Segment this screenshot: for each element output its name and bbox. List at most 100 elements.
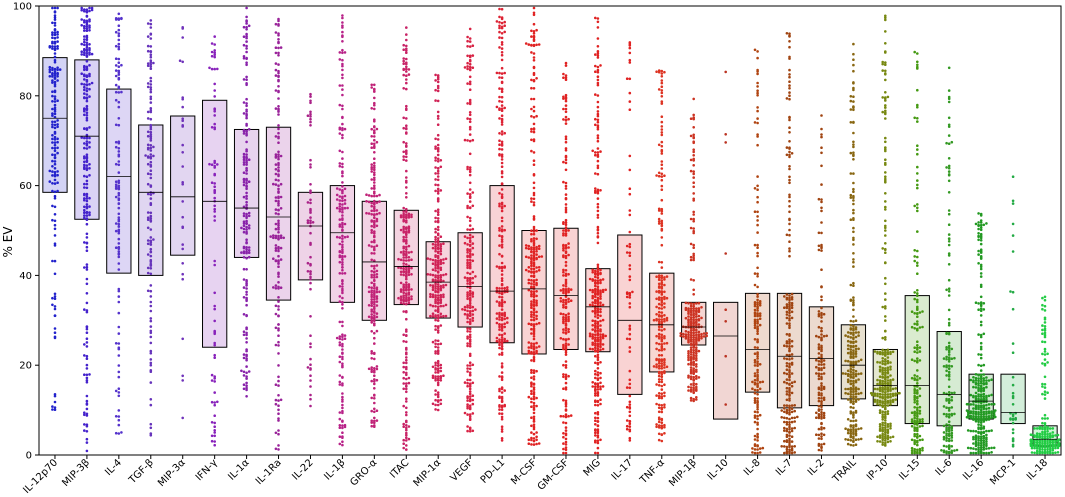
data-point: [852, 252, 855, 255]
data-point: [788, 294, 791, 297]
data-point: [500, 326, 504, 330]
data-point: [532, 327, 536, 331]
data-point: [884, 358, 887, 361]
data-point: [439, 324, 443, 327]
data-point: [53, 205, 57, 209]
data-point: [884, 426, 887, 430]
data-point: [689, 258, 693, 262]
data-point: [498, 346, 501, 350]
data-point: [660, 362, 664, 365]
data-point: [149, 300, 153, 304]
data-point: [788, 393, 791, 396]
data-point: [756, 318, 759, 322]
data-point: [51, 204, 54, 208]
data-point: [407, 376, 411, 380]
data-point: [498, 202, 501, 206]
data-point: [891, 392, 895, 396]
data-point: [149, 125, 153, 129]
data-point: [790, 152, 794, 155]
data-point: [373, 367, 376, 370]
data-point: [884, 219, 887, 223]
data-point: [442, 258, 445, 261]
data-point: [500, 395, 504, 399]
data-point: [793, 409, 796, 413]
data-point: [785, 296, 789, 300]
data-point: [88, 174, 91, 177]
data-point: [594, 338, 597, 342]
data-point: [53, 327, 57, 330]
data-point: [436, 261, 440, 265]
data-point: [277, 364, 280, 367]
data-point: [367, 194, 371, 197]
data-point: [785, 427, 789, 431]
data-point: [849, 348, 853, 351]
data-point: [596, 270, 600, 273]
data-point: [85, 265, 89, 269]
data-point: [213, 67, 216, 71]
data-point: [431, 376, 435, 380]
data-point: [373, 184, 376, 187]
data-point: [85, 282, 89, 286]
data-point: [780, 416, 783, 419]
data-point: [532, 307, 536, 310]
data-point: [439, 249, 443, 253]
data-point: [80, 72, 83, 75]
data-point: [405, 142, 408, 145]
data-point: [852, 226, 855, 230]
data-point: [85, 423, 89, 427]
data-point: [373, 291, 376, 295]
data-point: [663, 70, 666, 74]
data-point: [660, 433, 664, 436]
data-point: [461, 308, 464, 311]
data-point: [591, 381, 594, 384]
data-point: [405, 196, 408, 199]
data-point: [245, 326, 248, 330]
data-point: [117, 34, 121, 38]
data-point: [692, 353, 695, 357]
data-point: [689, 370, 693, 374]
data-point: [724, 141, 727, 144]
data-point: [500, 72, 504, 75]
data-point: [758, 413, 762, 417]
data-point: [564, 443, 568, 446]
data-point: [405, 256, 408, 259]
data-point: [405, 65, 408, 69]
data-point: [535, 253, 538, 256]
data-point: [48, 68, 52, 71]
data-point: [498, 234, 501, 237]
data-point: [596, 105, 600, 109]
data-point: [463, 381, 467, 384]
data-point: [117, 432, 121, 435]
data-point: [500, 100, 504, 104]
data-point: [532, 335, 536, 338]
data-point: [783, 357, 786, 360]
data-point: [373, 380, 376, 383]
data-point: [697, 376, 701, 379]
data-point: [873, 392, 877, 396]
data-point: [702, 332, 706, 335]
data-point: [466, 316, 469, 320]
data-point: [756, 448, 759, 451]
data-point: [85, 45, 89, 49]
data-point: [596, 112, 600, 116]
data-point: [500, 243, 504, 246]
data-point: [274, 183, 278, 186]
data-point: [591, 288, 594, 292]
data-point: [341, 208, 344, 211]
data-point: [338, 411, 342, 414]
data-point: [85, 376, 89, 380]
data-point: [852, 395, 855, 399]
data-point: [599, 341, 602, 345]
data-point: [468, 68, 472, 71]
data-point: [591, 290, 594, 294]
data-point: [567, 319, 570, 323]
data-point: [83, 163, 86, 167]
data-point: [181, 96, 184, 99]
data-point: [436, 146, 440, 150]
data-point: [373, 157, 376, 160]
data-point: [149, 90, 153, 94]
data-point: [695, 354, 698, 358]
data-point: [152, 154, 155, 158]
data-point: [247, 246, 251, 249]
data-point: [146, 242, 150, 246]
